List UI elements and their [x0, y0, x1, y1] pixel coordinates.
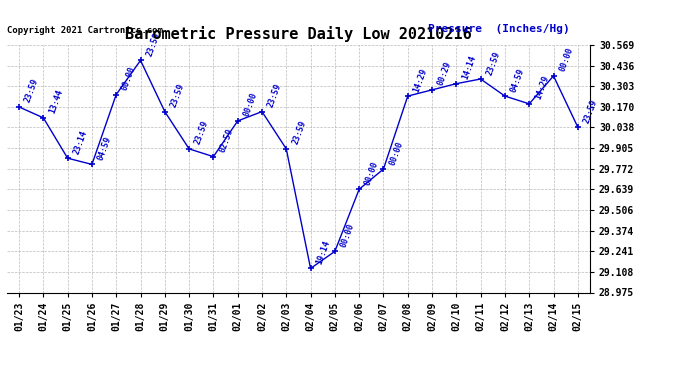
Text: 00:00: 00:00: [242, 92, 259, 118]
Text: 23:59: 23:59: [582, 98, 599, 124]
Text: 00:00: 00:00: [364, 160, 380, 186]
Text: 14:29: 14:29: [412, 67, 429, 93]
Text: Copyright 2021 Cartronics.com: Copyright 2021 Cartronics.com: [7, 26, 163, 35]
Text: 23:59: 23:59: [485, 50, 502, 76]
Text: 23:59: 23:59: [266, 82, 283, 109]
Text: 00:00: 00:00: [388, 140, 404, 166]
Text: 14:29: 14:29: [533, 75, 551, 101]
Text: 04:59: 04:59: [509, 67, 526, 93]
Text: 23:14: 23:14: [72, 129, 89, 155]
Title: Barometric Pressure Daily Low 20210216: Barometric Pressure Daily Low 20210216: [125, 27, 472, 42]
Text: 23:59: 23:59: [193, 120, 210, 146]
Text: 04:59: 04:59: [96, 135, 113, 162]
Text: 23:59: 23:59: [290, 120, 308, 146]
Text: 23:59: 23:59: [169, 82, 186, 109]
Text: 00:00: 00:00: [120, 65, 137, 92]
Text: 23:59: 23:59: [23, 78, 40, 104]
Text: 02:59: 02:59: [217, 127, 235, 154]
Text: 14:14: 14:14: [460, 54, 477, 81]
Text: 13:44: 13:44: [48, 88, 65, 115]
Text: 00:29: 00:29: [436, 60, 453, 87]
Text: 00:00: 00:00: [339, 222, 356, 249]
Text: 19:14: 19:14: [315, 239, 332, 266]
Text: Pressure  (Inches/Hg): Pressure (Inches/Hg): [428, 24, 569, 34]
Text: 00:00: 00:00: [558, 46, 575, 73]
Text: 23:59: 23:59: [145, 31, 161, 58]
